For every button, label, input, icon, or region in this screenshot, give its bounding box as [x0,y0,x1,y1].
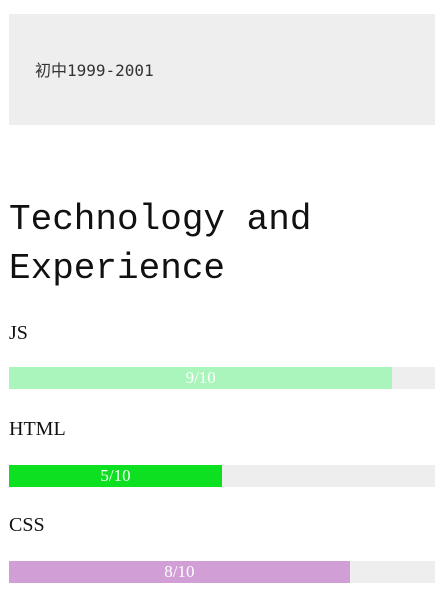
education-card: 初中1999-2001 [9,14,435,125]
skill-bar-js: 9/10 [9,367,435,389]
skill-fill-css: 8/10 [9,561,350,583]
skill-level-html: 5/10 [100,465,130,487]
education-entry: 初中1999-2001 [35,61,154,81]
skill-label-css: CSS [9,513,45,537]
skill-bar-html: 5/10 [9,465,435,487]
skill-level-js: 9/10 [186,367,216,389]
skill-fill-html: 5/10 [9,465,222,487]
skill-level-css: 8/10 [164,561,194,583]
section-title: Technology and Experience [9,195,429,293]
skill-bar-css: 8/10 [9,561,435,583]
skill-fill-js: 9/10 [9,367,392,389]
skill-label-js: JS [9,321,28,345]
skill-label-html: HTML [9,417,66,441]
